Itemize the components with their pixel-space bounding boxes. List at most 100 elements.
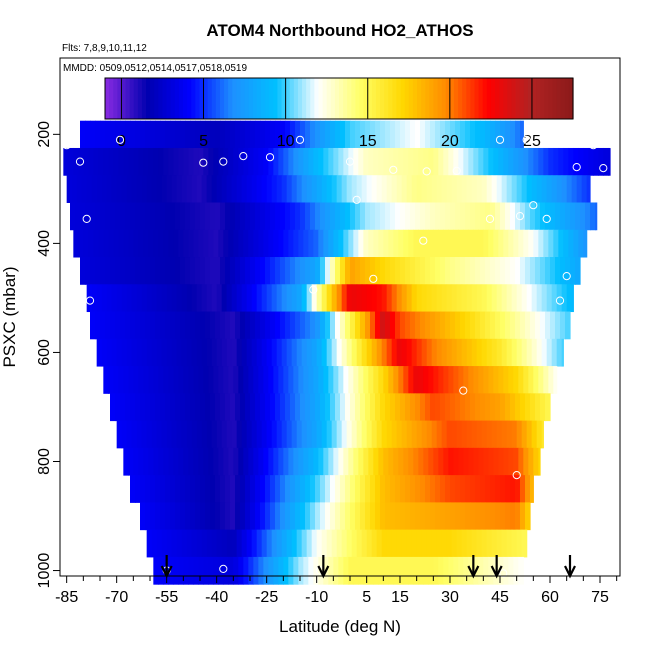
heatmap-cell xyxy=(166,338,173,367)
heatmap-cell xyxy=(151,338,158,367)
heatmap-cell xyxy=(185,202,191,231)
heatmap-cell xyxy=(281,420,288,449)
heatmap-cell xyxy=(528,147,534,176)
heatmap-cell xyxy=(441,338,448,367)
heatmap-cell xyxy=(405,120,411,149)
heatmap-cell xyxy=(500,502,506,531)
colorbar-segment xyxy=(564,78,570,119)
heatmap-cell xyxy=(475,202,481,231)
heatmap-cell xyxy=(435,475,441,503)
heatmap-cell xyxy=(338,229,344,258)
heatmap-cell xyxy=(433,556,439,585)
heatmap-cell xyxy=(171,529,178,558)
heatmap-cell xyxy=(250,257,256,285)
x-tick-label: 5 xyxy=(362,589,371,606)
heatmap-cell xyxy=(423,366,429,394)
heatmap-cell xyxy=(378,447,384,476)
heatmap-cell xyxy=(120,202,126,231)
heatmap-cell xyxy=(135,202,141,231)
heatmap-cell xyxy=(476,338,483,367)
heatmap-cell xyxy=(146,420,153,449)
heatmap-cell xyxy=(546,175,553,203)
heatmap-cell xyxy=(311,529,318,558)
data-point-circle xyxy=(295,135,305,144)
heatmap-cell xyxy=(436,420,443,449)
heatmap-cell xyxy=(515,475,521,503)
heatmap-cell xyxy=(278,147,284,176)
heatmap-cell xyxy=(525,475,531,503)
heatmap-cell xyxy=(368,447,374,476)
heatmap-cell xyxy=(135,393,141,422)
heatmap-cell xyxy=(440,502,446,531)
heatmap-cell xyxy=(313,366,319,394)
heatmap-cell xyxy=(545,202,551,231)
heatmap-cell xyxy=(328,556,334,585)
heatmap-cell xyxy=(211,420,218,449)
heatmap-cell xyxy=(343,366,349,394)
heatmap-cell xyxy=(271,529,278,558)
heatmap-cell xyxy=(183,147,189,176)
heatmap-cell xyxy=(125,202,131,231)
heatmap-cell xyxy=(96,284,103,313)
heatmap-cell xyxy=(483,147,489,176)
heatmap-cell xyxy=(446,338,453,367)
heatmap-cell xyxy=(171,420,178,449)
heatmap-cell xyxy=(246,175,253,203)
heatmap-cell xyxy=(208,147,214,176)
heatmap-cell xyxy=(458,447,464,476)
data-point-circle xyxy=(265,153,275,162)
heatmap-cell xyxy=(195,502,201,531)
heatmap-cell xyxy=(270,393,276,422)
heatmap-cell xyxy=(393,229,399,258)
heatmap-cell xyxy=(185,120,191,149)
heatmap-cell xyxy=(178,366,184,394)
heatmap-cell xyxy=(265,120,271,149)
heatmap-cell xyxy=(273,447,279,476)
heatmap-cell xyxy=(485,475,491,503)
heatmap-cell xyxy=(516,338,523,367)
heatmap-cell xyxy=(385,475,391,503)
heatmap-cell xyxy=(343,556,349,585)
colorbar-segment xyxy=(429,78,435,119)
heatmap-cell xyxy=(346,284,353,313)
heatmap-cell xyxy=(193,366,199,394)
heatmap-cell xyxy=(451,175,458,203)
heatmap-cell xyxy=(195,120,201,149)
colorbar-segment xyxy=(355,78,361,119)
heatmap-cell xyxy=(313,229,319,258)
heatmap-cell xyxy=(228,556,234,585)
heatmap-cell xyxy=(323,366,329,394)
heatmap-cell xyxy=(185,257,191,285)
heatmap-cell xyxy=(183,229,189,258)
heatmap-cell xyxy=(440,311,446,340)
x-tick-label: -55 xyxy=(155,589,178,606)
heatmap-cell xyxy=(165,120,171,149)
heatmap-cell xyxy=(450,202,456,231)
heatmap-cell xyxy=(345,393,351,422)
heatmap-cell xyxy=(220,120,226,149)
heatmap-cell xyxy=(568,229,574,258)
colorbar-segment xyxy=(478,78,484,119)
colorbar-segment xyxy=(445,78,451,119)
heatmap-cell xyxy=(366,338,373,367)
heatmap-cell xyxy=(175,120,181,149)
heatmap-cell xyxy=(325,120,331,149)
data-point-circle xyxy=(555,296,565,305)
heatmap-cell xyxy=(318,229,324,258)
heatmap-cell xyxy=(501,529,508,558)
heatmap-cell xyxy=(240,393,246,422)
data-point-circle xyxy=(515,212,525,221)
heatmap-cell xyxy=(465,202,471,231)
heatmap-row xyxy=(116,420,544,449)
heatmap-cell xyxy=(206,175,213,203)
heatmap-cell xyxy=(253,229,259,258)
heatmap-cell xyxy=(310,393,316,422)
heatmap-cell xyxy=(546,284,553,313)
heatmap-cell xyxy=(240,311,246,340)
heatmap-cell xyxy=(460,311,466,340)
heatmap-cell xyxy=(443,147,449,176)
data-point-circle xyxy=(525,558,535,567)
heatmap-cell xyxy=(393,447,399,476)
heatmap-cell xyxy=(305,120,311,149)
heatmap-cell xyxy=(285,502,291,531)
